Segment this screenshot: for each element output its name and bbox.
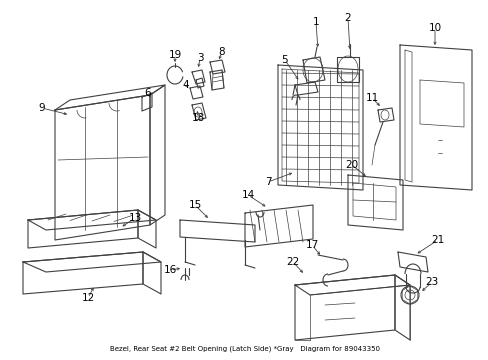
Text: 21: 21 [430, 235, 444, 245]
Text: Bezel, Rear Seat #2 Belt Opening (Latch Side) *Gray   Diagram for 89043350: Bezel, Rear Seat #2 Belt Opening (Latch … [109, 346, 379, 352]
Text: 14: 14 [241, 190, 254, 200]
Text: 1: 1 [312, 17, 319, 27]
Text: 3: 3 [196, 53, 203, 63]
Text: 4: 4 [183, 80, 189, 90]
Text: 12: 12 [81, 293, 95, 303]
Text: 13: 13 [128, 213, 142, 223]
Text: 19: 19 [168, 50, 181, 60]
Text: 22: 22 [286, 257, 299, 267]
Text: 10: 10 [427, 23, 441, 33]
Text: 23: 23 [425, 277, 438, 287]
Text: 18: 18 [191, 113, 204, 123]
Text: 6: 6 [144, 88, 151, 98]
Text: 17: 17 [305, 240, 318, 250]
Text: 7: 7 [264, 177, 271, 187]
Text: 8: 8 [218, 47, 225, 57]
Text: 11: 11 [365, 93, 378, 103]
Text: 5: 5 [281, 55, 288, 65]
Text: 15: 15 [188, 200, 201, 210]
Text: 16: 16 [163, 265, 176, 275]
Text: 2: 2 [344, 13, 350, 23]
Text: 9: 9 [39, 103, 45, 113]
Text: 20: 20 [345, 160, 358, 170]
